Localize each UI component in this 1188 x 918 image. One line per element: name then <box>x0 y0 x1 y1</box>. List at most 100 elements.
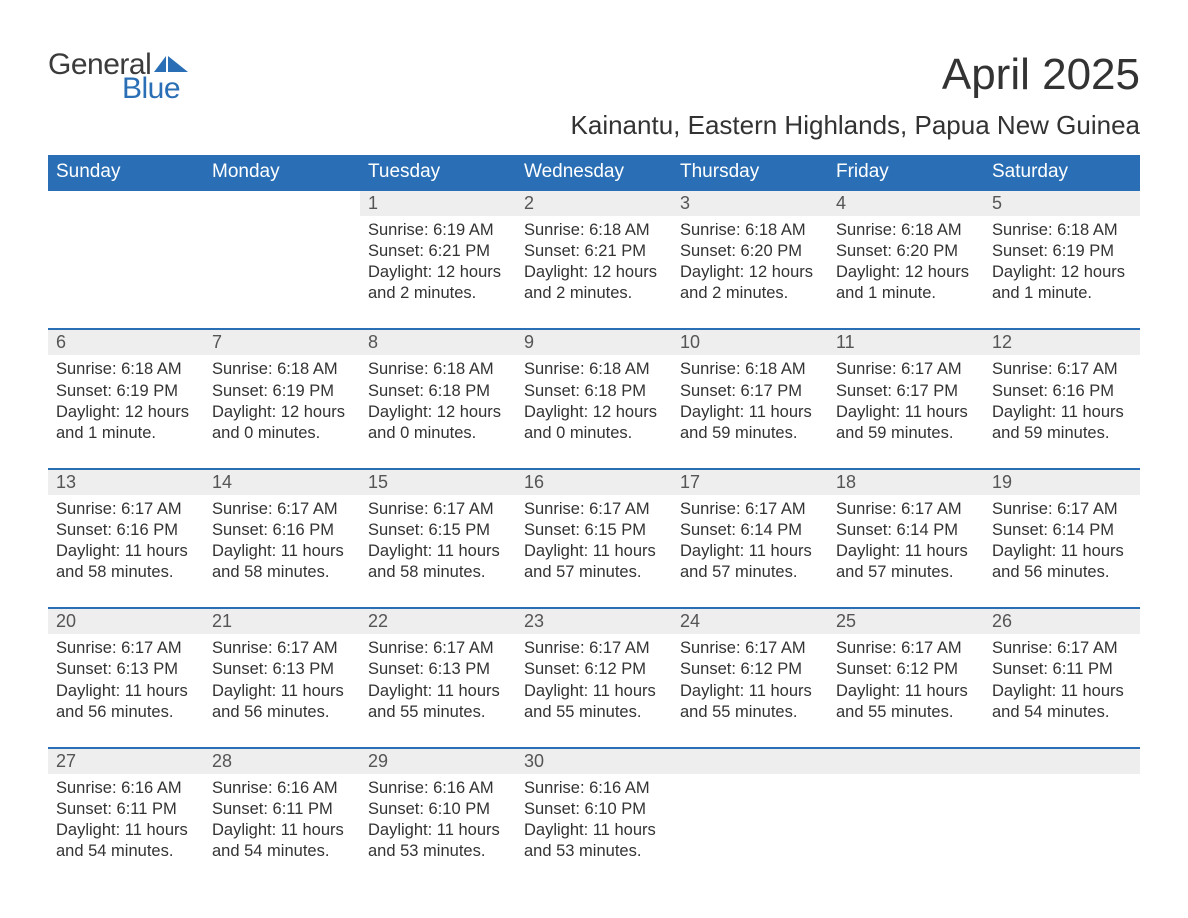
empty-cell <box>828 774 984 886</box>
daylight-line2: and 57 minutes. <box>836 562 976 583</box>
sunrise-text: Sunrise: 6:17 AM <box>524 499 664 520</box>
daylight-line1: Daylight: 11 hours <box>212 681 352 702</box>
week-daynum-row: 6789101112 <box>48 329 1140 355</box>
daylight-line1: Daylight: 12 hours <box>368 402 508 423</box>
day-number: 21 <box>204 608 360 634</box>
daylight-line2: and 55 minutes. <box>836 702 976 723</box>
sunset-text: Sunset: 6:16 PM <box>56 520 196 541</box>
sunrise-text: Sunrise: 6:17 AM <box>836 638 976 659</box>
day-cell: Sunrise: 6:17 AMSunset: 6:14 PMDaylight:… <box>984 495 1140 608</box>
day-header-row: Sunday Monday Tuesday Wednesday Thursday… <box>48 155 1140 190</box>
daylight-line2: and 59 minutes. <box>992 423 1132 444</box>
sunset-text: Sunset: 6:19 PM <box>56 381 196 402</box>
daylight-line1: Daylight: 11 hours <box>524 681 664 702</box>
day-number: 10 <box>672 329 828 355</box>
daylight-line2: and 54 minutes. <box>56 841 196 862</box>
sunrise-text: Sunrise: 6:17 AM <box>992 499 1132 520</box>
sunrise-text: Sunrise: 6:17 AM <box>524 638 664 659</box>
daylight-line1: Daylight: 11 hours <box>836 541 976 562</box>
sunrise-text: Sunrise: 6:17 AM <box>56 499 196 520</box>
daylight-line2: and 0 minutes. <box>212 423 352 444</box>
day-cell: Sunrise: 6:18 AMSunset: 6:20 PMDaylight:… <box>672 216 828 329</box>
day-cell: Sunrise: 6:17 AMSunset: 6:13 PMDaylight:… <box>204 634 360 747</box>
day-cell: Sunrise: 6:16 AMSunset: 6:11 PMDaylight:… <box>48 774 204 886</box>
daylight-line2: and 59 minutes. <box>836 423 976 444</box>
day-number: 23 <box>516 608 672 634</box>
sunrise-text: Sunrise: 6:17 AM <box>212 638 352 659</box>
day-cell: Sunrise: 6:18 AMSunset: 6:18 PMDaylight:… <box>516 355 672 468</box>
sunrise-text: Sunrise: 6:16 AM <box>212 778 352 799</box>
daylight-line2: and 56 minutes. <box>212 702 352 723</box>
sunset-text: Sunset: 6:17 PM <box>680 381 820 402</box>
sunrise-text: Sunrise: 6:17 AM <box>368 499 508 520</box>
empty-cell <box>984 774 1140 886</box>
sunrise-text: Sunrise: 6:16 AM <box>368 778 508 799</box>
sunset-text: Sunset: 6:12 PM <box>680 659 820 680</box>
day-number: 16 <box>516 469 672 495</box>
daylight-line2: and 1 minute. <box>992 283 1132 304</box>
daylight-line1: Daylight: 11 hours <box>368 820 508 841</box>
day-cell: Sunrise: 6:19 AMSunset: 6:21 PMDaylight:… <box>360 216 516 329</box>
col-sunday: Sunday <box>48 155 204 190</box>
daylight-line2: and 57 minutes. <box>680 562 820 583</box>
day-cell: Sunrise: 6:18 AMSunset: 6:19 PMDaylight:… <box>984 216 1140 329</box>
day-number: 28 <box>204 748 360 774</box>
daylight-line2: and 53 minutes. <box>368 841 508 862</box>
sunset-text: Sunset: 6:12 PM <box>524 659 664 680</box>
daylight-line2: and 54 minutes. <box>992 702 1132 723</box>
day-number: 1 <box>360 190 516 216</box>
daylight-line1: Daylight: 12 hours <box>56 402 196 423</box>
calendar-body: 12345Sunrise: 6:19 AMSunset: 6:21 PMDayl… <box>48 190 1140 886</box>
day-number: 30 <box>516 748 672 774</box>
daylight-line1: Daylight: 11 hours <box>368 681 508 702</box>
col-wednesday: Wednesday <box>516 155 672 190</box>
daylight-line1: Daylight: 11 hours <box>212 820 352 841</box>
week-content-row: Sunrise: 6:18 AMSunset: 6:19 PMDaylight:… <box>48 355 1140 468</box>
sunset-text: Sunset: 6:20 PM <box>680 241 820 262</box>
daylight-line2: and 55 minutes. <box>680 702 820 723</box>
daylight-line1: Daylight: 11 hours <box>368 541 508 562</box>
day-cell: Sunrise: 6:16 AMSunset: 6:11 PMDaylight:… <box>204 774 360 886</box>
sunrise-text: Sunrise: 6:17 AM <box>836 359 976 380</box>
week-daynum-row: 20212223242526 <box>48 608 1140 634</box>
daylight-line1: Daylight: 11 hours <box>56 541 196 562</box>
day-cell: Sunrise: 6:16 AMSunset: 6:10 PMDaylight:… <box>516 774 672 886</box>
day-number: 15 <box>360 469 516 495</box>
sunset-text: Sunset: 6:14 PM <box>680 520 820 541</box>
daylight-line2: and 55 minutes. <box>368 702 508 723</box>
day-number: 9 <box>516 329 672 355</box>
location-subtitle: Kainantu, Eastern Highlands, Papua New G… <box>48 110 1140 141</box>
sunset-text: Sunset: 6:18 PM <box>368 381 508 402</box>
daylight-line1: Daylight: 11 hours <box>680 681 820 702</box>
day-cell: Sunrise: 6:18 AMSunset: 6:19 PMDaylight:… <box>48 355 204 468</box>
day-cell: Sunrise: 6:18 AMSunset: 6:20 PMDaylight:… <box>828 216 984 329</box>
sunset-text: Sunset: 6:10 PM <box>368 799 508 820</box>
sunrise-text: Sunrise: 6:16 AM <box>56 778 196 799</box>
daylight-line1: Daylight: 11 hours <box>524 820 664 841</box>
empty-daynum <box>672 748 828 774</box>
sunset-text: Sunset: 6:20 PM <box>836 241 976 262</box>
day-number: 27 <box>48 748 204 774</box>
sunset-text: Sunset: 6:16 PM <box>992 381 1132 402</box>
day-cell: Sunrise: 6:18 AMSunset: 6:19 PMDaylight:… <box>204 355 360 468</box>
empty-cell <box>204 216 360 329</box>
day-number: 6 <box>48 329 204 355</box>
sunset-text: Sunset: 6:18 PM <box>524 381 664 402</box>
week-content-row: Sunrise: 6:19 AMSunset: 6:21 PMDaylight:… <box>48 216 1140 329</box>
daylight-line2: and 2 minutes. <box>680 283 820 304</box>
day-cell: Sunrise: 6:17 AMSunset: 6:14 PMDaylight:… <box>672 495 828 608</box>
empty-daynum <box>984 748 1140 774</box>
daylight-line2: and 1 minute. <box>836 283 976 304</box>
sunset-text: Sunset: 6:14 PM <box>836 520 976 541</box>
day-number: 4 <box>828 190 984 216</box>
day-cell: Sunrise: 6:17 AMSunset: 6:15 PMDaylight:… <box>516 495 672 608</box>
sunset-text: Sunset: 6:17 PM <box>836 381 976 402</box>
sunset-text: Sunset: 6:19 PM <box>992 241 1132 262</box>
day-number: 12 <box>984 329 1140 355</box>
daylight-line2: and 0 minutes. <box>368 423 508 444</box>
day-number: 19 <box>984 469 1140 495</box>
sunrise-text: Sunrise: 6:18 AM <box>680 220 820 241</box>
day-cell: Sunrise: 6:17 AMSunset: 6:16 PMDaylight:… <box>48 495 204 608</box>
daylight-line1: Daylight: 11 hours <box>836 681 976 702</box>
daylight-line1: Daylight: 11 hours <box>212 541 352 562</box>
